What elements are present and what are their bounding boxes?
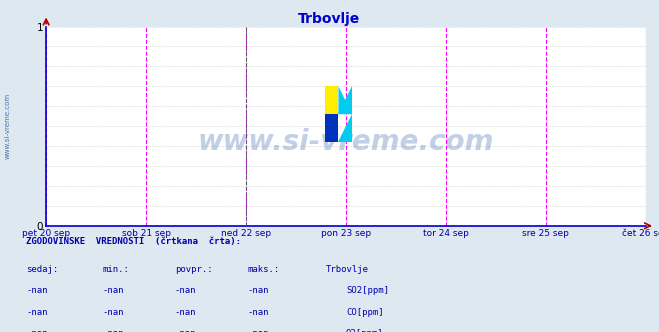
Text: min.:: min.: (102, 265, 129, 274)
Text: -nan: -nan (26, 329, 48, 332)
Text: -nan: -nan (247, 308, 269, 317)
Text: Trbovlje: Trbovlje (326, 265, 369, 274)
Text: O3[ppm]: O3[ppm] (346, 329, 384, 332)
Text: maks.:: maks.: (247, 265, 279, 274)
Text: www.si-vreme.com: www.si-vreme.com (5, 93, 11, 159)
Text: -nan: -nan (247, 286, 269, 295)
Text: -nan: -nan (102, 308, 124, 317)
Text: www.si-vreme.com: www.si-vreme.com (198, 128, 494, 156)
Text: povpr.:: povpr.: (175, 265, 212, 274)
Text: -nan: -nan (247, 329, 269, 332)
Text: CO[ppm]: CO[ppm] (346, 308, 384, 317)
Text: -nan: -nan (26, 308, 48, 317)
Text: -nan: -nan (175, 286, 196, 295)
Text: -nan: -nan (175, 308, 196, 317)
Text: sedaj:: sedaj: (26, 265, 59, 274)
Text: SO2[ppm]: SO2[ppm] (346, 286, 389, 295)
Text: -nan: -nan (102, 329, 124, 332)
Text: -nan: -nan (175, 329, 196, 332)
Text: -nan: -nan (102, 286, 124, 295)
Text: -nan: -nan (26, 286, 48, 295)
Text: Trbovlje: Trbovlje (299, 12, 360, 26)
Text: ZGODOVINSKE  VREDNOSTI  (črtkana  črta):: ZGODOVINSKE VREDNOSTI (črtkana črta): (26, 237, 241, 246)
